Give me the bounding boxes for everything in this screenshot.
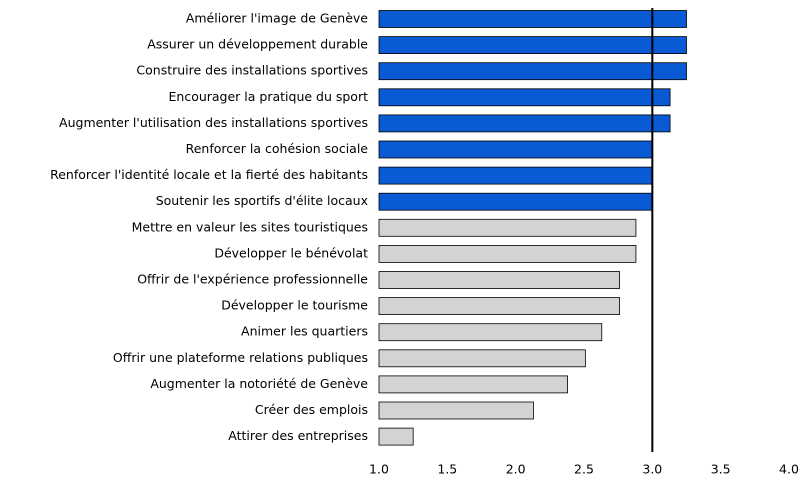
x-tick-label: 3.5 <box>711 462 731 477</box>
category-label: Renforcer l'identité locale et la fierté… <box>50 167 368 182</box>
bar <box>378 323 603 342</box>
bar <box>378 88 671 107</box>
x-tick-label: 1.5 <box>437 462 457 477</box>
bar <box>378 401 534 420</box>
category-label: Développer le bénévolat <box>214 245 368 260</box>
x-tick-label: 4.0 <box>779 462 799 477</box>
category-label: Mettre en valeur les sites touristiques <box>132 219 368 234</box>
bar <box>378 271 620 289</box>
category-label: Créer des emplois <box>255 402 368 417</box>
category-label: Offrir une plateforme relations publique… <box>113 350 368 365</box>
x-tick-label: 2.0 <box>506 462 526 477</box>
bar <box>378 62 687 81</box>
bar <box>378 166 653 185</box>
bar <box>378 244 637 263</box>
bar <box>378 297 620 316</box>
category-label: Augmenter la notoriété de Genève <box>150 376 368 391</box>
bar <box>378 36 687 54</box>
category-label: Soutenir les sportifs d'élite locaux <box>156 193 368 208</box>
category-label: Attirer des entreprises <box>228 428 368 443</box>
x-tick-label: 1.0 <box>369 462 389 477</box>
category-label: Améliorer l'image de Genève <box>186 11 368 26</box>
bar <box>378 10 687 28</box>
bar <box>378 218 637 237</box>
category-label: Construire des installations sportives <box>136 63 368 78</box>
bar <box>378 192 653 211</box>
bar <box>378 375 569 394</box>
category-label: Renforcer la cohésion sociale <box>186 141 369 156</box>
bar <box>378 427 414 446</box>
category-label: Offrir de l'expérience professionnelle <box>137 272 368 287</box>
bar <box>378 114 671 133</box>
category-label: Développer le tourisme <box>221 298 368 313</box>
bar <box>378 349 586 368</box>
category-label: Encourager la pratique du sport <box>169 89 369 104</box>
category-label: Assurer un développement durable <box>147 37 368 52</box>
category-label: Augmenter l'utilisation des installation… <box>59 115 368 130</box>
category-label: Animer les quartiers <box>241 324 368 339</box>
x-tick-label: 3.0 <box>642 462 662 477</box>
bar <box>378 140 653 159</box>
x-tick-label: 2.5 <box>574 462 594 477</box>
